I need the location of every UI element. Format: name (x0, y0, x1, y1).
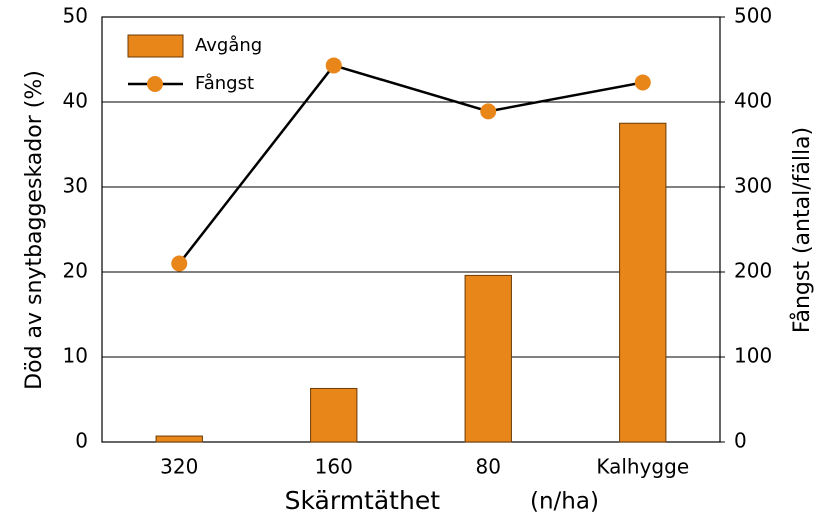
x-tick-label: 160 (315, 455, 353, 479)
x-tick-label: 80 (476, 455, 501, 479)
legend-marker (147, 76, 163, 92)
y-tick-label: 10 (63, 344, 88, 368)
bar (619, 122, 667, 443)
x-tick-label: 320 (160, 455, 198, 479)
y2-tick-label: 400 (734, 89, 772, 113)
x-axis-label: Skärmtäthet (285, 486, 441, 515)
y2-tick-label: 100 (734, 344, 772, 368)
y-tick-label: 50 (63, 4, 88, 28)
y-tick-label: 20 (63, 259, 88, 283)
y2-tick-label: 300 (734, 174, 772, 198)
marker (634, 74, 651, 91)
y-tick-label: 40 (63, 89, 88, 113)
marker (480, 103, 497, 120)
bar (310, 387, 358, 443)
x-tick-label: Kalhygge (596, 455, 689, 479)
y2-tick-label: 500 (734, 4, 772, 28)
y2-tick-label: 200 (734, 259, 772, 283)
y-tick-label: 30 (63, 174, 88, 198)
marker (171, 255, 188, 272)
marker (325, 57, 342, 74)
plot-frame (101, 16, 721, 443)
x-axis-unit: (n/ha) (530, 489, 599, 515)
bar (155, 435, 203, 443)
legend-label: Fångst (195, 73, 254, 94)
legend-label: Avgång (195, 35, 262, 56)
legend-swatch (127, 34, 184, 58)
y2-axis-label: Fångst (antal/fälla) (789, 127, 815, 333)
y-tick-label: 0 (75, 429, 88, 453)
y-axis-label: Död av snytbaggeskador (%) (22, 70, 47, 390)
y2-tick-label: 0 (734, 429, 747, 453)
bar (464, 274, 512, 443)
line (178, 64, 643, 265)
